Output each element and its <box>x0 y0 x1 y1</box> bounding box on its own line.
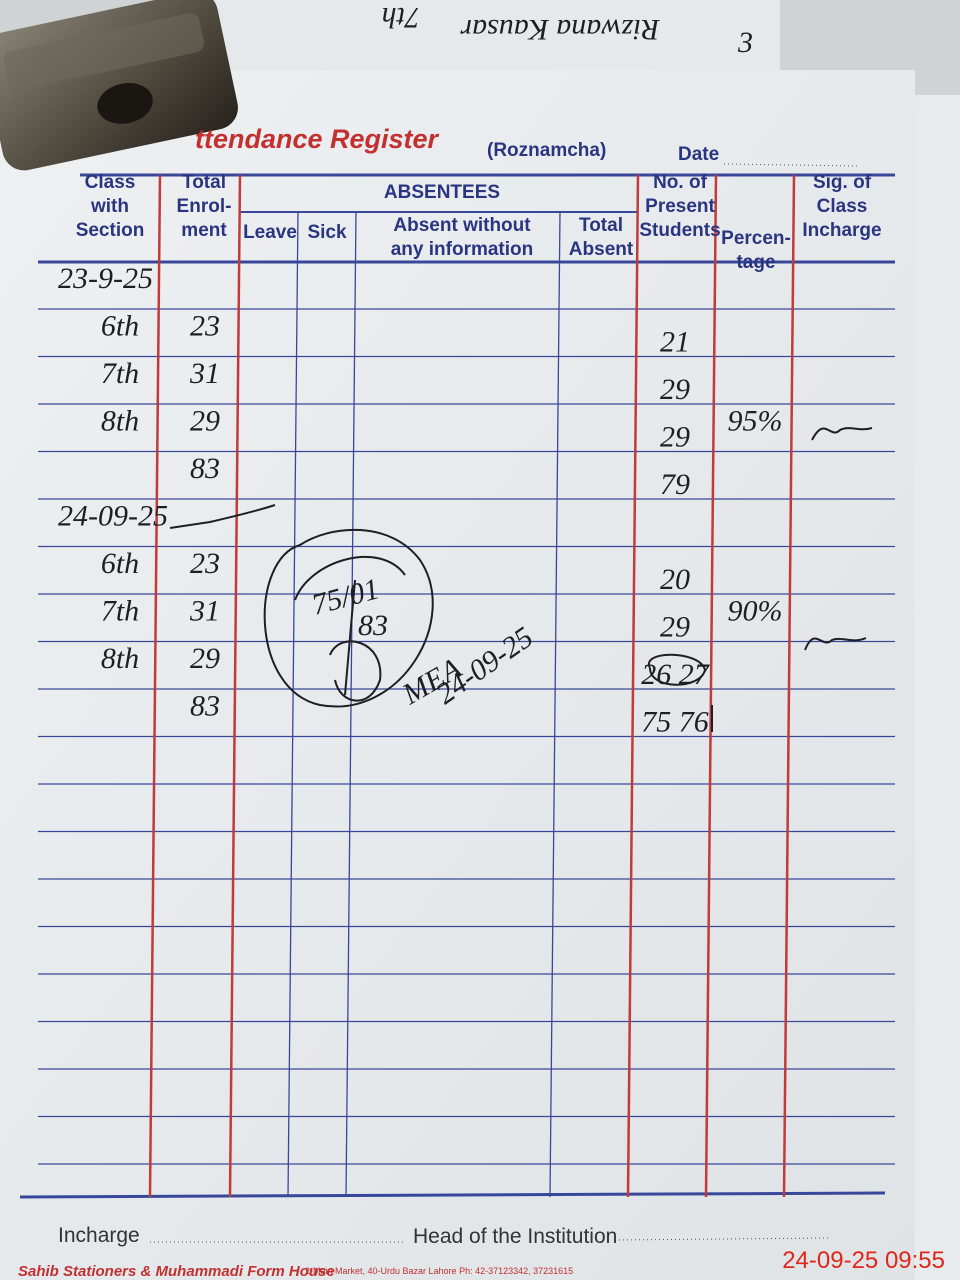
column-header: Absent <box>569 239 634 260</box>
column-header: Leave <box>243 222 297 243</box>
column-header: Sig. of <box>813 172 872 193</box>
paper <box>0 70 915 1280</box>
table-bottom <box>19 1191 886 1199</box>
column-header: any information <box>391 239 534 260</box>
date-dots <box>723 163 861 167</box>
cell-class: 8th <box>101 405 139 438</box>
cell-class: 8th <box>101 642 139 675</box>
timestamp: 24-09-25 09:55 <box>782 1247 945 1274</box>
lock <box>0 0 238 171</box>
column-header: Percen- <box>721 228 791 249</box>
column-header: Total <box>182 172 226 193</box>
column-line <box>228 174 242 1198</box>
column-header: ment <box>181 220 227 241</box>
cell-total: 29 <box>190 405 220 438</box>
cell-date: 23-9-25 <box>58 262 153 295</box>
column-line <box>626 174 640 1198</box>
cell-date: 24-09-25 <box>58 500 168 533</box>
cell-present: 20 <box>660 563 690 596</box>
cell-total: 29 <box>190 642 220 675</box>
cell-present: 79 <box>660 468 690 501</box>
ink-marks <box>169 427 873 732</box>
next-page <box>915 95 960 1280</box>
column-header: tage <box>736 252 775 273</box>
column-header: Class <box>85 172 136 193</box>
absentees-label: ABSENTEES <box>384 182 500 203</box>
column-line <box>287 211 299 1198</box>
subtitle: (Roznamcha) <box>487 140 606 161</box>
column-header: Total <box>579 215 623 236</box>
column-header: Absent without <box>393 215 531 236</box>
column-header: Incharge <box>802 220 881 241</box>
title: ttendance Register <box>195 124 440 154</box>
column-header: No. of <box>653 172 707 193</box>
column-line <box>549 211 561 1198</box>
cell-present: 26 27 <box>641 658 711 691</box>
column-header: Section <box>76 220 145 241</box>
cell-total: 83 <box>190 452 220 485</box>
cell-percentage: 95% <box>728 405 783 438</box>
cell-class: 7th <box>101 595 139 628</box>
scrap-name: Rizwana Kausar <box>460 13 661 46</box>
column-header: Class <box>817 196 868 217</box>
cell-class: 7th <box>101 357 139 390</box>
scrap-paper <box>170 0 780 70</box>
cell-class: 6th <box>101 547 139 580</box>
ruling <box>19 163 895 1243</box>
cell-percentage: 90% <box>728 595 783 628</box>
cell-present: 21 <box>660 326 690 359</box>
cell-total: 31 <box>189 595 220 628</box>
column-header: Enrol- <box>177 196 232 217</box>
cell-present: 29 <box>660 611 690 644</box>
cell-present: 75 76 <box>641 706 709 739</box>
cell-total: 31 <box>189 357 220 390</box>
publisher: Sahib Stationers & Muhammadi Form House <box>18 1263 335 1280</box>
cell-total: 83 <box>190 690 220 723</box>
cell-present: 29 <box>660 373 690 406</box>
scrap-number: 3 <box>737 26 753 59</box>
column-header: Present <box>645 196 715 217</box>
cell-total: 23 <box>190 547 220 580</box>
column-header: with <box>90 196 129 217</box>
column-line <box>782 174 796 1198</box>
column-header: Sick <box>307 222 347 243</box>
annotation-total: 83 <box>358 609 388 642</box>
column-header: Students <box>639 220 720 241</box>
date-label: Date <box>678 144 719 165</box>
cell-present: 29 <box>660 421 690 454</box>
footer-incharge: Incharge <box>58 1224 140 1247</box>
column-line <box>148 174 162 1198</box>
cell-class: 6th <box>101 310 139 343</box>
footer-head: Head of the Institution <box>413 1225 617 1248</box>
column-line <box>704 174 718 1198</box>
cell-total: 23 <box>190 310 220 343</box>
publisher-address: 2-Main Market, 40-Urdu Bazar Lahore Ph: … <box>305 1266 573 1276</box>
scrap-class: 7th <box>382 1 420 34</box>
